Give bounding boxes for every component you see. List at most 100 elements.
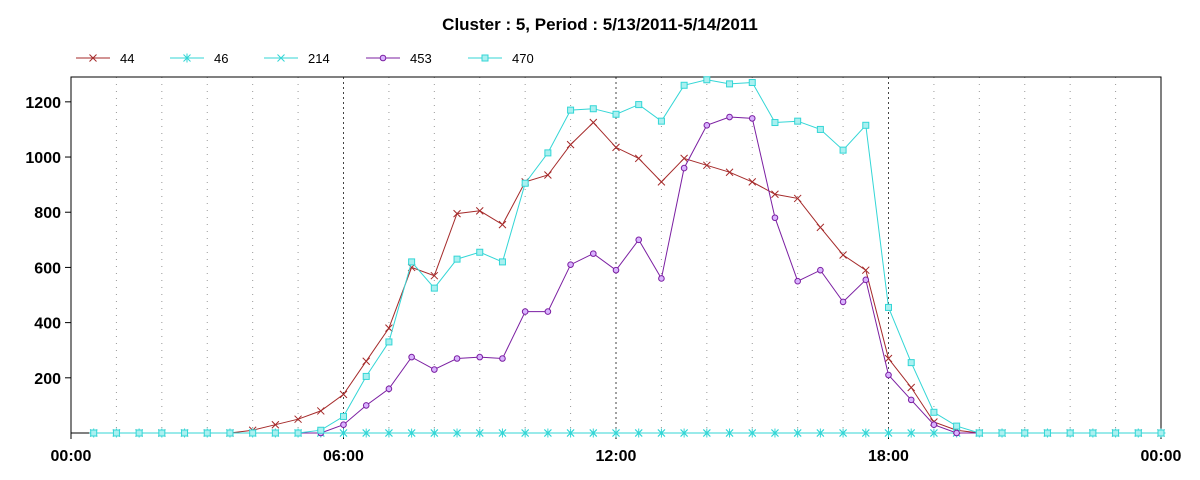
data-point-44 (907, 383, 916, 392)
data-point-214 (748, 429, 757, 437)
data-point-44 (430, 271, 439, 280)
x-tick-label: 18:00 (868, 448, 909, 465)
data-point-470 (135, 429, 143, 437)
data-point-214 (657, 429, 666, 437)
data-point-44 (748, 178, 757, 186)
legend-item-44: 44 (76, 51, 134, 66)
data-point-453 (771, 214, 779, 222)
series-453 (90, 113, 1165, 437)
data-point-470 (249, 429, 257, 437)
data-point-470 (1021, 429, 1029, 437)
data-point-470 (726, 80, 734, 88)
data-point-44 (680, 154, 688, 163)
data-point-453 (726, 113, 733, 121)
data-point-470 (362, 372, 370, 380)
data-point-470 (975, 429, 983, 437)
data-point-453 (748, 115, 756, 122)
data-point-44 (589, 118, 598, 127)
data-point-453 (521, 308, 529, 315)
data-point-470 (885, 303, 892, 311)
data-point-470 (90, 429, 98, 437)
data-point-214 (385, 429, 393, 437)
series-layer (89, 76, 1166, 438)
legend-swatch-marker (182, 53, 192, 63)
data-point-453 (476, 353, 484, 361)
data-point-214 (612, 429, 620, 437)
legend-label: 46 (214, 51, 228, 66)
data-point-453 (658, 275, 665, 282)
data-point-453 (953, 429, 960, 437)
data-point-214 (430, 429, 439, 437)
data-point-214 (475, 429, 484, 437)
data-point-453 (453, 355, 461, 362)
legend-item-470: 470 (468, 51, 534, 66)
data-point-470 (1157, 429, 1165, 437)
data-point-44 (385, 324, 393, 332)
y-tick-label: 1000 (25, 150, 61, 167)
data-point-214 (453, 429, 461, 437)
data-point-470 (953, 422, 961, 430)
data-point-470 (340, 412, 347, 420)
data-point-214 (793, 429, 802, 437)
data-point-44 (294, 415, 302, 424)
data-point-470 (1134, 429, 1142, 437)
data-point-470 (521, 179, 529, 187)
data-point-44 (771, 190, 779, 199)
data-point-453 (839, 298, 847, 306)
legend-label: 44 (120, 51, 134, 66)
data-point-214 (816, 429, 825, 437)
data-point-453 (408, 353, 415, 361)
data-point-44 (612, 143, 620, 152)
series-line-470 (93, 79, 1161, 434)
data-point-453 (499, 355, 506, 362)
data-point-470 (430, 284, 438, 292)
legend-item-46: 46 (170, 51, 228, 66)
data-point-214 (839, 429, 847, 437)
data-point-214 (544, 429, 552, 437)
x-tick-label: 12:00 (596, 448, 637, 465)
y-tick-label: 400 (34, 316, 61, 333)
data-point-44 (316, 407, 325, 415)
data-point-470 (203, 429, 211, 437)
data-point-44 (453, 209, 461, 218)
data-point-470 (839, 146, 847, 154)
data-point-470 (544, 149, 552, 157)
data-point-470 (385, 338, 393, 346)
data-point-214 (930, 429, 938, 437)
data-point-470 (907, 359, 915, 367)
data-point-453 (817, 266, 824, 274)
data-point-44 (702, 161, 711, 170)
data-point-470 (680, 81, 688, 89)
x-tick-label: 00:00 (51, 448, 92, 465)
data-point-470 (1089, 429, 1097, 437)
data-point-453 (907, 396, 915, 404)
x-axis: 00:00 06:00 12:00 18:00 00:00 (51, 433, 1182, 465)
y-tick-label: 1200 (25, 95, 61, 112)
data-point-470 (862, 121, 870, 129)
data-point-453 (340, 421, 347, 429)
data-point-470 (408, 258, 416, 266)
data-point-470 (771, 119, 779, 127)
data-point-470 (589, 105, 597, 113)
data-point-44 (884, 354, 893, 363)
data-point-470 (748, 79, 756, 87)
data-point-214 (680, 429, 688, 437)
data-point-44 (475, 206, 484, 215)
x-tick-label: 06:00 (323, 448, 364, 465)
data-point-470 (271, 429, 279, 437)
data-point-214 (362, 429, 371, 437)
data-point-453 (930, 421, 938, 429)
data-point-470 (567, 106, 575, 114)
data-point-214 (407, 429, 416, 437)
data-point-453 (589, 250, 597, 257)
data-point-214 (702, 429, 711, 437)
data-point-214 (521, 429, 530, 437)
data-point-214 (725, 429, 734, 437)
data-point-453 (794, 277, 801, 285)
data-point-214 (861, 429, 870, 437)
data-point-453 (703, 121, 711, 129)
data-point-453 (885, 371, 892, 379)
data-point-470 (476, 248, 484, 256)
data-point-453 (362, 402, 370, 409)
